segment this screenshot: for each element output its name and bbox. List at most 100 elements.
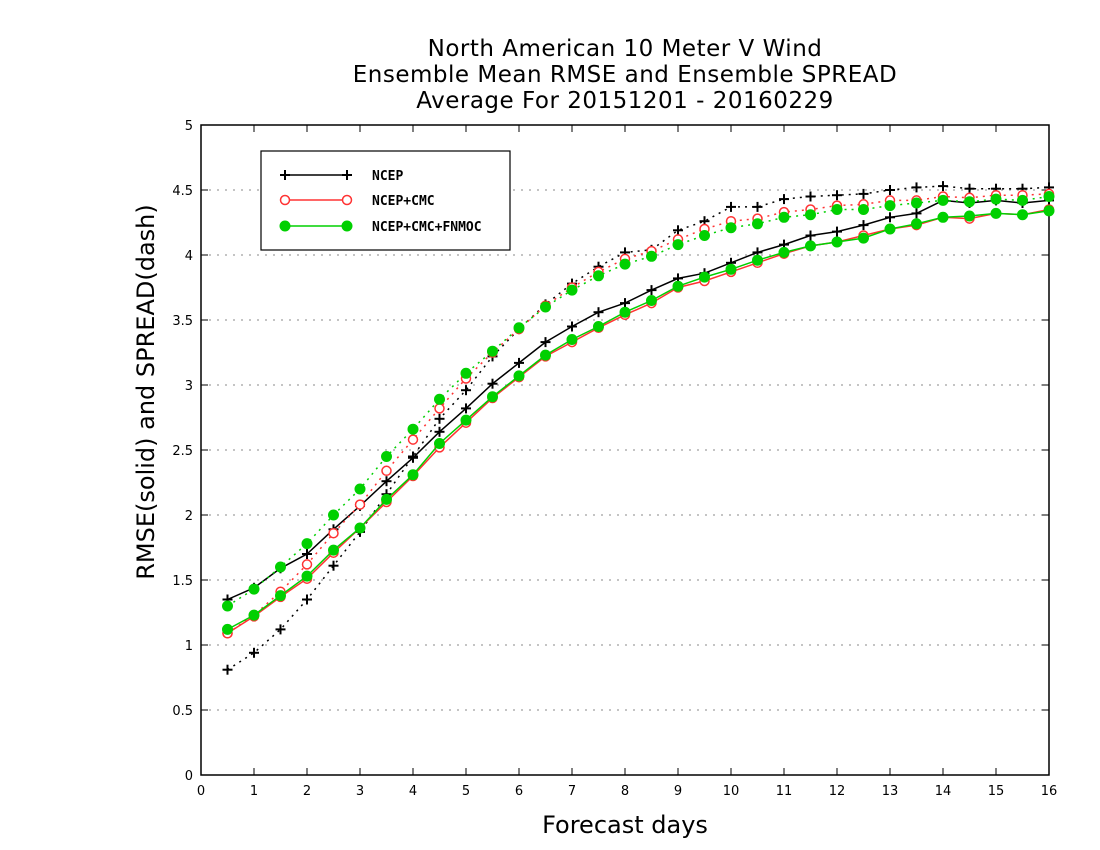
chart-title-line-3: Average For 20151201 - 20160229 <box>416 88 834 114</box>
ncep-cmc-fnmoc-rmse-point <box>328 544 339 556</box>
ncep-rmse-point <box>461 403 471 414</box>
ncep-cmc-fnmoc-rmse-point <box>566 334 578 345</box>
ncep-cmc-spread-point <box>301 559 313 570</box>
ncep-cmc-fnmoc-rmse-point <box>248 609 260 621</box>
ncep-cmc-fnmoc-spread-point <box>1017 194 1028 206</box>
x-tick-label: 0 <box>197 784 205 799</box>
ncep-rmse-point <box>514 357 524 368</box>
ncep-cmc-fnmoc-rmse-point <box>831 236 843 248</box>
ncep-cmc-fnmoc-rmse-point <box>593 321 604 332</box>
x-tick-label: 8 <box>621 784 629 799</box>
ncep-spread-point <box>858 188 869 199</box>
ncep-cmc-fnmoc-rmse-point <box>1017 209 1028 221</box>
ncep-cmc-fnmoc-spread-point <box>248 583 260 595</box>
ncep-cmc-fnmoc-spread-point <box>964 196 975 208</box>
ncep-cmc-fnmoc-spread-point <box>434 393 445 405</box>
legend-marker-ncep-cmc <box>341 194 353 206</box>
ncep-cmc-fnmoc-spread-point <box>1043 191 1055 202</box>
legend-marker-ncep-cmc-fnmoc <box>279 220 291 232</box>
ncep-rmse-point <box>434 426 445 437</box>
y-tick-label: 0.5 <box>172 704 193 719</box>
ncep-cmc-fnmoc-rmse-point <box>646 295 657 306</box>
x-tick-label: 1 <box>250 784 258 799</box>
x-tick-label: 13 <box>882 784 899 799</box>
x-tick-label: 15 <box>988 784 1005 799</box>
ncep-spread-point <box>779 194 789 205</box>
ncep-cmc-fnmoc-rmse-point <box>619 306 631 318</box>
ncep-cmc-fnmoc-rmse-point <box>699 271 710 283</box>
legend-marker-ncep-cmc <box>279 194 291 206</box>
ncep-spread-point <box>938 181 948 192</box>
x-tick-label: 14 <box>935 784 952 799</box>
ncep-spread-point <box>964 183 975 194</box>
ncep-cmc-fnmoc-spread-point <box>407 423 419 435</box>
ncep-cmc-fnmoc-rmse-point <box>672 280 684 292</box>
x-tick-label: 11 <box>776 784 793 799</box>
ncep-cmc-fnmoc-spread-point <box>513 322 525 334</box>
ncep-cmc-fnmoc-rmse-point <box>487 391 498 403</box>
x-tick-label: 7 <box>568 784 576 799</box>
ncep-cmc-fnmoc-rmse-point <box>434 438 445 449</box>
ncep-rmse-line <box>227 199 1050 601</box>
ncep-cmc-fnmoc-rmse-point <box>275 590 286 602</box>
ncep-spread-point <box>275 624 286 635</box>
y-tick-label: 4 <box>185 249 193 264</box>
ncep-rmse-point <box>302 549 312 559</box>
ncep-spread-point <box>461 385 471 396</box>
ncep-cmc-spread-point <box>328 527 339 539</box>
ncep-rmse-point <box>646 285 657 296</box>
ncep-cmc-fnmoc-rmse-point <box>884 223 896 235</box>
ncep-rmse-point <box>832 226 842 237</box>
ncep-cmc-spread-point <box>381 465 392 477</box>
ncep-cmc-fnmoc-rmse-point <box>301 570 313 582</box>
y-tick-label: 3.5 <box>172 314 193 329</box>
ncep-cmc-fnmoc-spread-point <box>672 239 684 251</box>
ncep-spread-point <box>673 225 683 236</box>
legend-marker-ncep-cmc-fnmoc <box>341 220 353 232</box>
ncep-spread-point <box>885 185 895 195</box>
ncep-cmc-fnmoc-spread-point <box>328 509 339 521</box>
ncep-cmc-fnmoc-spread-point <box>805 209 816 221</box>
ncep-rmse-point <box>911 208 922 219</box>
ncep-spread-line <box>227 185 1050 671</box>
legend-samples <box>279 170 353 232</box>
ncep-cmc-fnmoc-spread-point <box>911 197 922 209</box>
legend-label-ncep-cmc-fnmoc: NCEP+CMC+FNMOC <box>372 220 482 235</box>
x-tick-label: 5 <box>462 784 470 799</box>
x-tick-label: 2 <box>303 784 311 799</box>
series-layer <box>222 181 1055 675</box>
ncep-cmc-fnmoc-rmse-point <box>805 240 816 252</box>
ncep-rmse-point <box>487 378 498 389</box>
y-tick-label: 3 <box>185 379 193 394</box>
y-tick-label: 5 <box>185 119 193 134</box>
x-tick-label: 6 <box>515 784 523 799</box>
x-tick-label: 10 <box>723 784 740 799</box>
ncep-spread-point <box>726 201 736 212</box>
ncep-cmc-fnmoc-spread-point <box>460 367 472 379</box>
ncep-cmc-fnmoc-spread-point <box>487 345 498 357</box>
x-tick-label: 4 <box>409 784 417 799</box>
ncep-cmc-fnmoc-spread-point <box>275 561 286 573</box>
ncep-cmc-fnmoc-spread-point <box>354 483 366 495</box>
legend-marker-ncep <box>342 170 352 180</box>
ncep-cmc-fnmoc-rmse-point <box>1043 205 1055 217</box>
ncep-spread-point <box>302 594 312 605</box>
ncep-cmc-fnmoc-rmse-point <box>990 207 1002 219</box>
x-axis-label: Forecast days <box>542 811 708 839</box>
ncep-spread-point <box>752 201 763 212</box>
axis-layer: 00.511.522.533.544.550 1 2 3 4 5 6 7 8 9 10 11 12 13 1… <box>172 119 1057 799</box>
ncep-rmse-point <box>381 476 392 487</box>
ncep-cmc-fnmoc-spread-point <box>566 284 578 296</box>
ncep-spread-point <box>805 191 816 202</box>
ncep-cmc-fnmoc-spread-point <box>301 538 313 550</box>
ncep-cmc-spread-line <box>227 193 1050 634</box>
legend-label-ncep-cmc: NCEP+CMC <box>372 194 435 209</box>
chart-title-line-2: Ensemble Mean RMSE and Ensemble SPREAD <box>352 62 898 88</box>
ncep-cmc-fnmoc-spread-point <box>619 258 631 270</box>
ncep-cmc-fnmoc-spread-point <box>381 451 392 462</box>
ncep-cmc-spread-point <box>354 499 366 510</box>
ncep-cmc-fnmoc-spread-point <box>540 301 551 313</box>
ncep-cmc-spread-point <box>434 403 445 414</box>
ncep-cmc-fnmoc-rmse-point <box>460 414 472 426</box>
